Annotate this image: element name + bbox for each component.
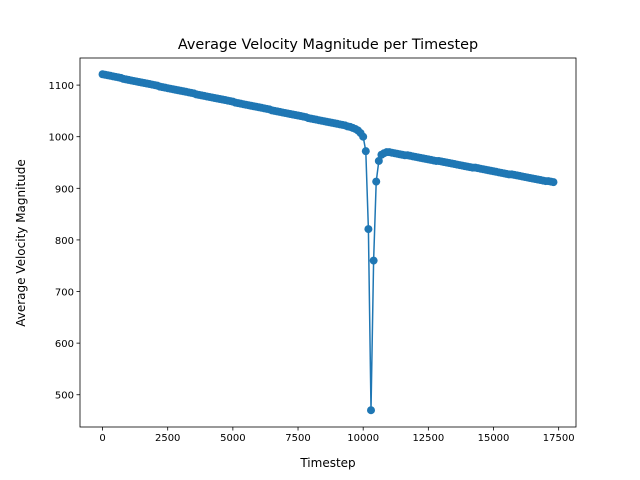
y-tick-label: 800 — [55, 236, 74, 247]
y-tick-label: 900 — [55, 184, 74, 195]
x-tick-label: 12500 — [412, 433, 444, 444]
plot-frame — [79, 57, 577, 428]
marker — [549, 178, 558, 187]
y-tick-label: 600 — [55, 339, 74, 350]
chart-title: Average Velocity Magnitude per Timestep — [178, 37, 478, 53]
x-tick-label: 15000 — [478, 433, 510, 444]
x-tick-label: 2500 — [155, 433, 180, 444]
x-tick-label: 17500 — [543, 433, 575, 444]
marker — [359, 132, 368, 141]
y-tick-label: 1100 — [49, 81, 74, 92]
y-tick-label: 700 — [55, 288, 74, 299]
x-tick-label: 7500 — [285, 433, 310, 444]
marker — [374, 156, 383, 165]
x-tick-label: 0 — [99, 433, 105, 444]
marker — [364, 225, 373, 234]
marker — [367, 406, 376, 415]
y-axis-label: Average Velocity Magnitude — [14, 159, 28, 327]
x-tick-label: 5000 — [220, 433, 245, 444]
marker — [369, 256, 378, 265]
y-tick-label: 500 — [55, 391, 74, 402]
y-tick-label: 1000 — [49, 133, 74, 144]
x-tick-label: 10000 — [347, 433, 379, 444]
x-axis-label: Timestep — [299, 456, 355, 470]
marker — [361, 147, 370, 156]
marker — [372, 177, 381, 186]
